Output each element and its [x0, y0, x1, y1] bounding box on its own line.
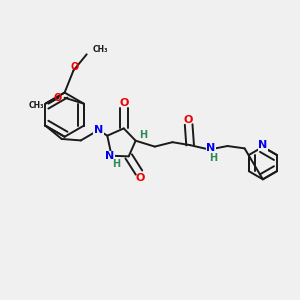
Text: CH₃: CH₃ — [28, 100, 44, 109]
Text: O: O — [119, 98, 128, 108]
Text: H: H — [112, 159, 120, 169]
Text: H: H — [139, 130, 147, 140]
Text: O: O — [136, 173, 145, 183]
Text: O: O — [71, 62, 79, 72]
Text: N: N — [106, 152, 115, 161]
Text: CH₃: CH₃ — [93, 45, 108, 54]
Text: N: N — [94, 125, 103, 135]
Text: O: O — [53, 93, 62, 103]
Text: H: H — [210, 153, 218, 163]
Text: O: O — [184, 115, 193, 125]
Text: N: N — [258, 140, 268, 150]
Text: N: N — [206, 143, 215, 153]
